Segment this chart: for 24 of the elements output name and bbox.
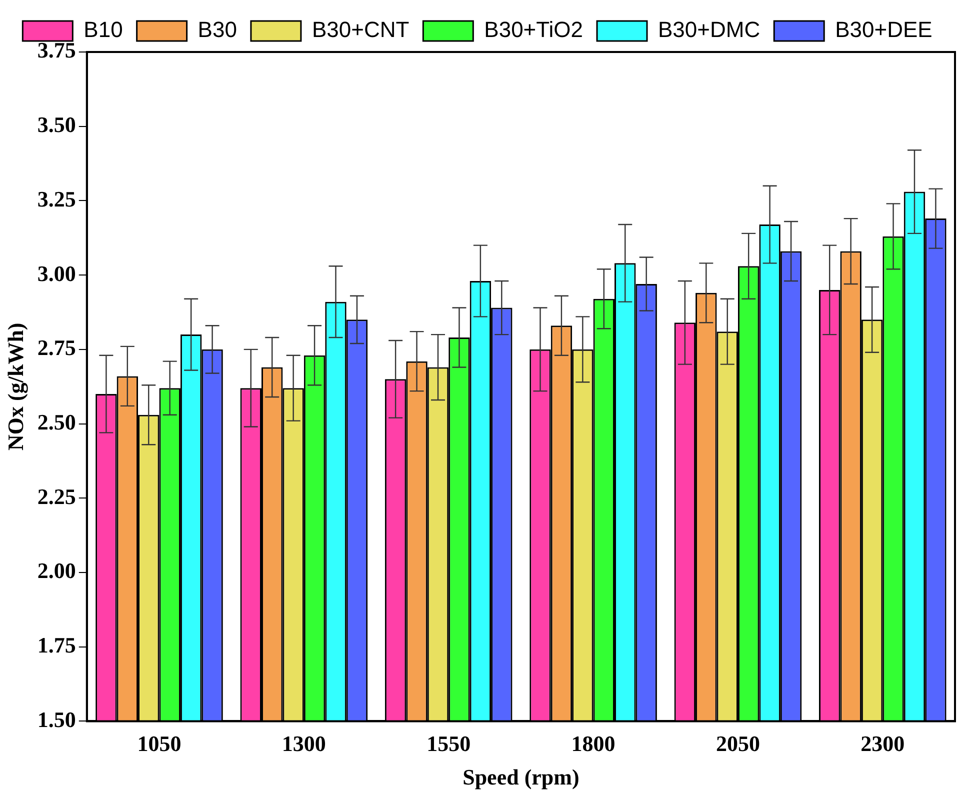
y-tick-label: 2.00: [37, 558, 76, 584]
legend-label: B30: [198, 17, 237, 42]
x-tick-label: 1050: [137, 731, 182, 756]
x-tick-label: 2050: [716, 731, 760, 756]
legend-label: B30+TiO2: [484, 17, 584, 42]
y-axis-title: NOx (g/kWh): [2, 322, 28, 450]
y-tick-label: 2.75: [37, 335, 76, 360]
y-tick-label: 3.75: [37, 38, 76, 63]
x-axis-title: Speed (rpm): [462, 764, 580, 790]
y-tick-label: 2.25: [37, 484, 76, 509]
x-tick-label: 1800: [571, 731, 616, 756]
legend-label: B10: [84, 17, 123, 42]
legend-label: B30+DEE: [835, 17, 932, 42]
y-tick-label: 2.50: [37, 409, 76, 434]
y-tick-label: 1.75: [37, 632, 76, 658]
y-tick-label: 3.50: [37, 112, 76, 138]
x-tick-label: 1550: [426, 731, 471, 756]
x-tick-label: 2300: [860, 731, 905, 756]
x-tick-label: 1300: [282, 731, 326, 756]
legend-label: B30+CNT: [312, 17, 410, 42]
y-tick-label: 1.50: [37, 706, 76, 732]
y-tick-label: 3.00: [37, 260, 76, 286]
legend-label: B30+DMC: [658, 17, 760, 42]
y-tick-label: 3.25: [37, 186, 76, 212]
